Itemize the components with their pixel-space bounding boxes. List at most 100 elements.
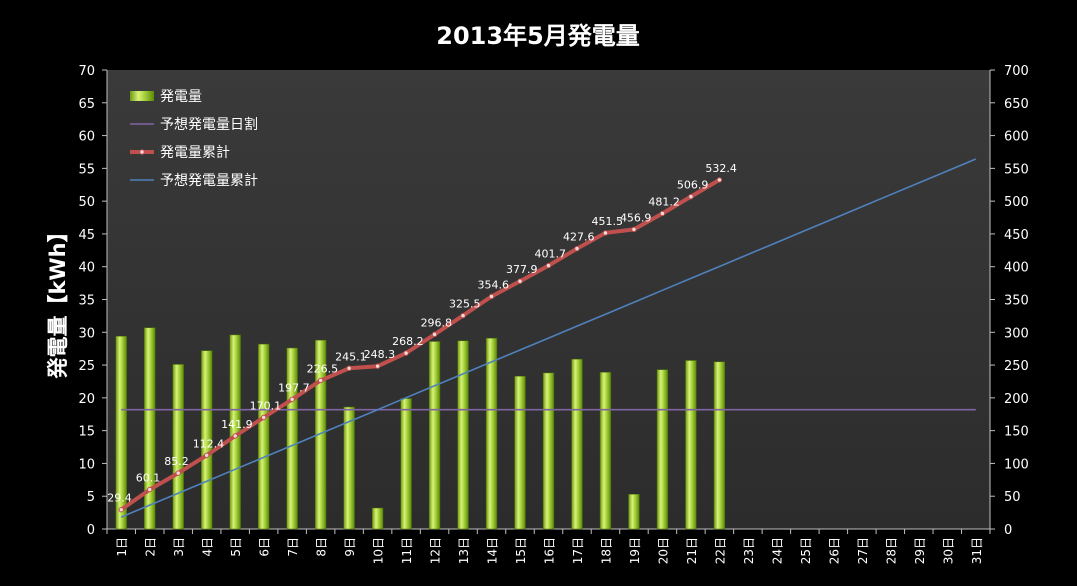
y2-tick-label: 100 bbox=[1004, 457, 1029, 472]
y-tick-label: 60 bbox=[78, 130, 95, 145]
data-label: 268.2 bbox=[392, 335, 424, 348]
data-label: 60.1 bbox=[136, 472, 161, 485]
data-label: 456.9 bbox=[620, 211, 652, 224]
y2-tick-label: 700 bbox=[1004, 64, 1029, 79]
chart-title: 2013年5月発電量 bbox=[436, 22, 640, 50]
series-point bbox=[460, 312, 466, 319]
series-line bbox=[120, 158, 977, 518]
x-tick-label: 28日 bbox=[884, 537, 898, 564]
bar bbox=[713, 361, 726, 530]
y-tick-label: 30 bbox=[78, 326, 95, 341]
y-tick-label: 10 bbox=[78, 457, 95, 472]
lines-layer bbox=[118, 158, 977, 518]
bar bbox=[656, 369, 669, 530]
x-tick-label: 12日 bbox=[429, 537, 443, 564]
data-label: 85.2 bbox=[164, 455, 189, 468]
x-tick-label: 16日 bbox=[543, 537, 557, 564]
series-line bbox=[120, 178, 721, 512]
x-tick-label: 8日 bbox=[315, 537, 329, 557]
series-point bbox=[488, 293, 495, 300]
bar bbox=[172, 364, 184, 530]
x-tick-label: 27日 bbox=[856, 537, 870, 564]
bar bbox=[485, 337, 498, 530]
y2-tick-label: 650 bbox=[1004, 97, 1029, 112]
legend-label: 発電量累計 bbox=[160, 145, 230, 161]
y2-tick-label: 0 bbox=[1004, 523, 1012, 538]
series-point bbox=[374, 363, 381, 369]
x-tick-label: 21日 bbox=[685, 537, 699, 564]
y-tick-label: 40 bbox=[78, 261, 95, 276]
x-tick-label: 29日 bbox=[913, 537, 927, 564]
y-tick-label: 25 bbox=[78, 359, 95, 374]
bar bbox=[400, 398, 412, 530]
y2-tick-label: 300 bbox=[1004, 326, 1029, 341]
bar bbox=[628, 493, 640, 530]
axes-layer: 0510152025303540455055606570050100150200… bbox=[78, 64, 1028, 564]
x-tick-label: 23日 bbox=[742, 537, 756, 564]
y-tick-label: 45 bbox=[78, 228, 95, 243]
data-label: 354.6 bbox=[478, 278, 510, 291]
x-tick-label: 18日 bbox=[599, 537, 613, 564]
data-label: 296.8 bbox=[421, 316, 453, 329]
bar bbox=[571, 358, 583, 530]
series-point bbox=[403, 350, 409, 356]
x-tick-label: 13日 bbox=[457, 537, 471, 564]
y2-tick-label: 500 bbox=[1004, 195, 1029, 210]
x-tick-label: 30日 bbox=[941, 537, 955, 564]
y-tick-label: 50 bbox=[78, 195, 95, 210]
bar bbox=[371, 507, 384, 530]
bar bbox=[542, 372, 555, 530]
bar bbox=[286, 347, 298, 530]
data-label: 377.9 bbox=[506, 263, 537, 276]
series-point bbox=[147, 486, 153, 493]
y2-tick-label: 50 bbox=[1004, 490, 1021, 505]
bar bbox=[144, 327, 156, 530]
y-tick-label: 70 bbox=[78, 64, 95, 79]
series-point bbox=[602, 230, 609, 236]
bar bbox=[514, 375, 526, 530]
x-tick-label: 4日 bbox=[201, 537, 215, 557]
legend-marker bbox=[139, 149, 145, 155]
x-tick-label: 19日 bbox=[628, 537, 642, 564]
bar bbox=[343, 406, 355, 530]
y-tick-label: 0 bbox=[87, 523, 95, 538]
legend-label: 発電量 bbox=[160, 89, 202, 105]
x-tick-label: 25日 bbox=[799, 537, 813, 564]
x-tick-label: 2日 bbox=[144, 537, 158, 557]
series-point bbox=[346, 365, 352, 371]
series-point bbox=[232, 433, 238, 439]
series-point bbox=[688, 193, 694, 200]
data-label: 141.9 bbox=[221, 418, 253, 431]
y-axis-label: 発電量【kWh】 bbox=[46, 221, 70, 379]
series-point bbox=[716, 177, 723, 183]
series-point bbox=[517, 278, 523, 284]
y-tick-label: 35 bbox=[78, 294, 95, 309]
x-tick-label: 3日 bbox=[172, 537, 186, 557]
data-label: 248.3 bbox=[364, 348, 396, 361]
x-tick-label: 22日 bbox=[713, 537, 727, 564]
bar bbox=[599, 372, 612, 530]
y2-tick-label: 450 bbox=[1004, 228, 1029, 243]
data-label: 506.9 bbox=[677, 179, 709, 192]
x-tick-label: 11日 bbox=[400, 537, 414, 564]
legend-label: 予想発電量累計 bbox=[160, 173, 258, 189]
y-tick-label: 15 bbox=[78, 425, 95, 440]
data-label: 197.7 bbox=[278, 381, 310, 394]
x-tick-label: 26日 bbox=[827, 537, 841, 564]
series-point bbox=[118, 507, 124, 513]
data-label: 532.4 bbox=[705, 162, 737, 175]
y2-tick-label: 250 bbox=[1004, 359, 1029, 374]
bar bbox=[314, 339, 327, 530]
x-tick-label: 9日 bbox=[343, 537, 357, 557]
y2-tick-label: 550 bbox=[1004, 162, 1029, 177]
x-tick-label: 24日 bbox=[770, 537, 784, 564]
x-tick-label: 5日 bbox=[229, 537, 243, 557]
series-point bbox=[574, 245, 580, 252]
data-label: 226.5 bbox=[307, 362, 339, 375]
legend-label: 予想発電量日割 bbox=[160, 116, 258, 133]
bar bbox=[457, 340, 469, 530]
bar bbox=[115, 335, 127, 530]
series-point bbox=[631, 226, 637, 233]
series-point bbox=[659, 210, 666, 217]
